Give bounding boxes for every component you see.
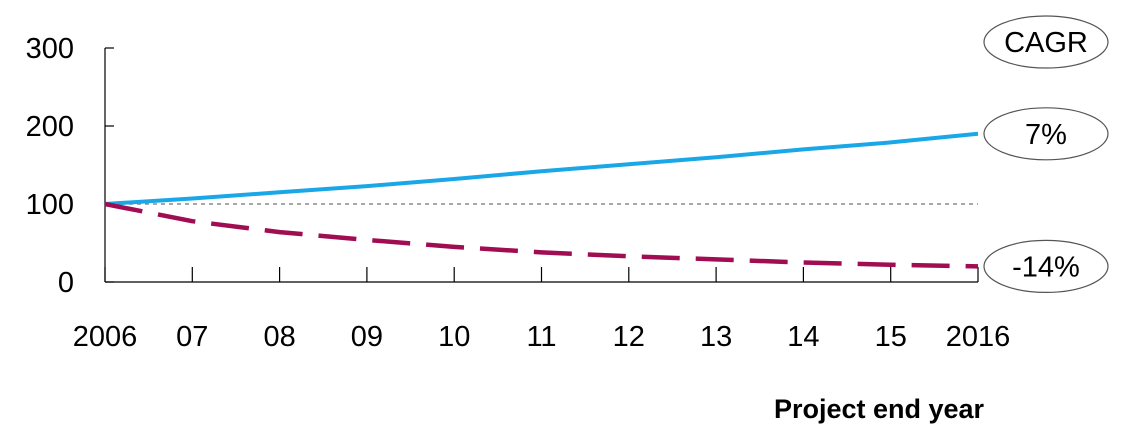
x-tick-label: 13 xyxy=(700,321,732,353)
cagr-bubble-2: -14% xyxy=(984,240,1108,292)
y-tick-label: 200 xyxy=(26,111,74,143)
x-tick-label: 11 xyxy=(526,321,556,353)
x-axis-title: Project end year xyxy=(774,394,985,424)
series-line-1 xyxy=(105,134,978,204)
cagr-header-bubble: CAGR xyxy=(984,16,1108,68)
cagr-header-bubble-label: CAGR xyxy=(1004,27,1088,59)
x-tick-label: 09 xyxy=(351,321,383,353)
cagr-bubble-1-label: 7% xyxy=(1025,119,1067,151)
cagr-bubble-1: 7% xyxy=(984,108,1108,160)
x-tick-label: 2016 xyxy=(946,321,1011,353)
series-line-2 xyxy=(105,204,978,266)
x-tick-label: 12 xyxy=(613,321,645,353)
cagr-bubble-2-label: -14% xyxy=(1012,251,1080,283)
x-tick-label: 15 xyxy=(875,321,907,353)
x-tick-label: 10 xyxy=(438,321,470,353)
axes xyxy=(105,48,978,282)
x-tick-label: 14 xyxy=(787,321,819,353)
x-tick-label: 08 xyxy=(263,321,295,353)
x-ticks: 2006 07 08 09 10 11 12 13 14 15 2016 xyxy=(73,267,1011,353)
x-tick-label: 2006 xyxy=(73,321,138,353)
y-ticks: 0 100 200 300 xyxy=(26,33,114,299)
x-tick-label: 07 xyxy=(176,321,208,353)
y-tick-label: 300 xyxy=(26,33,74,65)
series-layer xyxy=(105,134,978,267)
y-tick-label: 0 xyxy=(58,267,74,299)
y-tick-label: 100 xyxy=(26,189,74,221)
cagr-bubbles: CAGR 7% -14% xyxy=(984,16,1108,292)
